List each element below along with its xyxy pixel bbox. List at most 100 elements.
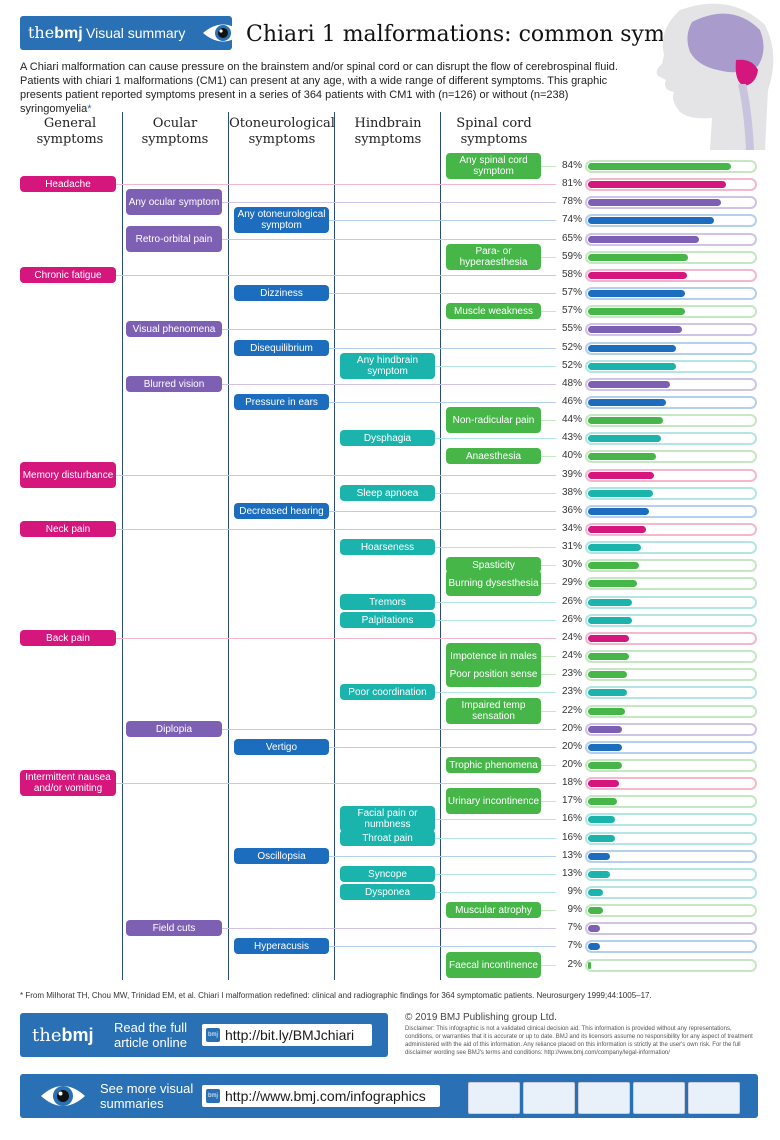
bar-track (585, 886, 757, 899)
bar-track (585, 813, 757, 826)
percent-label: 30% (561, 559, 582, 570)
column-divider (440, 112, 441, 980)
bar-fill (588, 236, 699, 243)
percent-label: 52% (561, 360, 582, 371)
bar-track (585, 523, 757, 536)
row-connector (541, 420, 556, 421)
row-connector (329, 747, 556, 748)
bar-fill (588, 453, 656, 460)
bar-track (585, 723, 757, 736)
symptom-label: Dysponea (340, 884, 435, 900)
symptom-label: Muscular atrophy (446, 902, 541, 918)
percent-label: 55% (561, 323, 582, 334)
infographic-thumbnail[interactable] (523, 1082, 575, 1114)
percent-label: 23% (561, 686, 582, 697)
row-connector (222, 729, 556, 730)
bar-track (585, 777, 757, 790)
bar-track (585, 922, 757, 935)
percent-label: 29% (561, 577, 582, 588)
symptom-label: Retro-orbital pain (126, 226, 222, 252)
row-connector (222, 329, 556, 330)
bar-fill (588, 726, 622, 733)
row-connector (435, 547, 556, 548)
percent-label: 59% (561, 251, 582, 262)
infographic-thumbnail[interactable] (578, 1082, 630, 1114)
bar-fill (588, 671, 627, 678)
bar-fill (588, 254, 688, 261)
percent-label: 23% (561, 668, 582, 679)
symptom-label: Tremors (340, 594, 435, 610)
bar-track (585, 305, 757, 318)
bar-track (585, 614, 757, 627)
symptom-label: Non-radicular pain (446, 407, 541, 433)
bar-fill (588, 199, 721, 206)
intro-text: A Chiari malformation can cause pressure… (20, 61, 618, 115)
read-full-label: Read the full article online (114, 1020, 187, 1050)
percent-label: 34% (561, 523, 582, 534)
bar-track (585, 959, 757, 972)
bar-fill (588, 798, 617, 805)
row-connector (541, 910, 556, 911)
bar-track (585, 832, 757, 845)
row-connector (116, 184, 556, 185)
column-header-general: General symptoms (36, 116, 104, 147)
bar-track (585, 160, 757, 173)
bar-fill (588, 326, 682, 333)
bar-track (585, 469, 757, 482)
row-connector (435, 620, 556, 621)
bar-fill (588, 853, 610, 860)
symptom-label: Poor coordination (340, 684, 435, 700)
row-connector (222, 384, 556, 385)
bar-track (585, 396, 757, 409)
row-connector (435, 493, 556, 494)
bar-fill (588, 689, 627, 696)
bar-track (585, 868, 757, 881)
symptom-label: Oscillopsia (234, 848, 329, 864)
bar-track (585, 940, 757, 953)
percent-label: 2% (567, 959, 582, 970)
bar-track (585, 269, 757, 282)
symptom-label: Visual phenomena (126, 321, 222, 337)
bar-fill (588, 544, 641, 551)
bar-fill (588, 943, 600, 950)
row-connector (541, 801, 556, 802)
symptom-label: Dysphagia (340, 430, 435, 446)
bar-track (585, 632, 757, 645)
bmj-logo: thebmj (32, 1025, 94, 1046)
disclaimer: Disclaimer: This infographic is not a va… (405, 1026, 753, 1056)
infographic-thumbnail[interactable] (468, 1082, 520, 1114)
percent-label: 65% (561, 233, 582, 244)
row-connector (435, 819, 556, 820)
symptom-label: Palpitations (340, 612, 435, 628)
percent-label: 39% (561, 469, 582, 480)
bmj-logo: thebmj (28, 23, 83, 42)
bar-track (585, 432, 757, 445)
row-connector (541, 674, 556, 675)
infographic-thumbnail[interactable] (633, 1082, 685, 1114)
percent-label: 20% (561, 759, 582, 770)
symptom-label: Chronic fatigue (20, 267, 116, 283)
bar-track (585, 541, 757, 554)
percent-label: 7% (567, 922, 582, 933)
article-link[interactable]: bmj http://bit.ly/BMJchiari (202, 1024, 372, 1046)
infographics-link[interactable]: bmj http://www.bmj.com/infographics (202, 1085, 440, 1107)
bar-fill (588, 526, 646, 533)
symptom-label: Poor position sense (446, 661, 541, 687)
percent-label: 81% (561, 178, 582, 189)
bar-track (585, 904, 757, 917)
symptom-label: Faecal incontinence (446, 952, 541, 978)
percent-label: 52% (561, 342, 582, 353)
bar-fill (588, 599, 632, 606)
bar-track (585, 686, 757, 699)
symptom-label: Sleep apnoea (340, 485, 435, 501)
bar-track (585, 505, 757, 518)
row-connector (116, 529, 556, 530)
bar-track (585, 596, 757, 609)
percent-label: 26% (561, 596, 582, 607)
bar-fill (588, 363, 676, 370)
percent-label: 78% (561, 196, 582, 207)
infographic-thumbnail[interactable] (688, 1082, 740, 1114)
more-summaries-banner: See more visual summaries bmj http://www… (20, 1074, 758, 1118)
row-connector (329, 856, 556, 857)
head-illustration (656, 3, 774, 150)
